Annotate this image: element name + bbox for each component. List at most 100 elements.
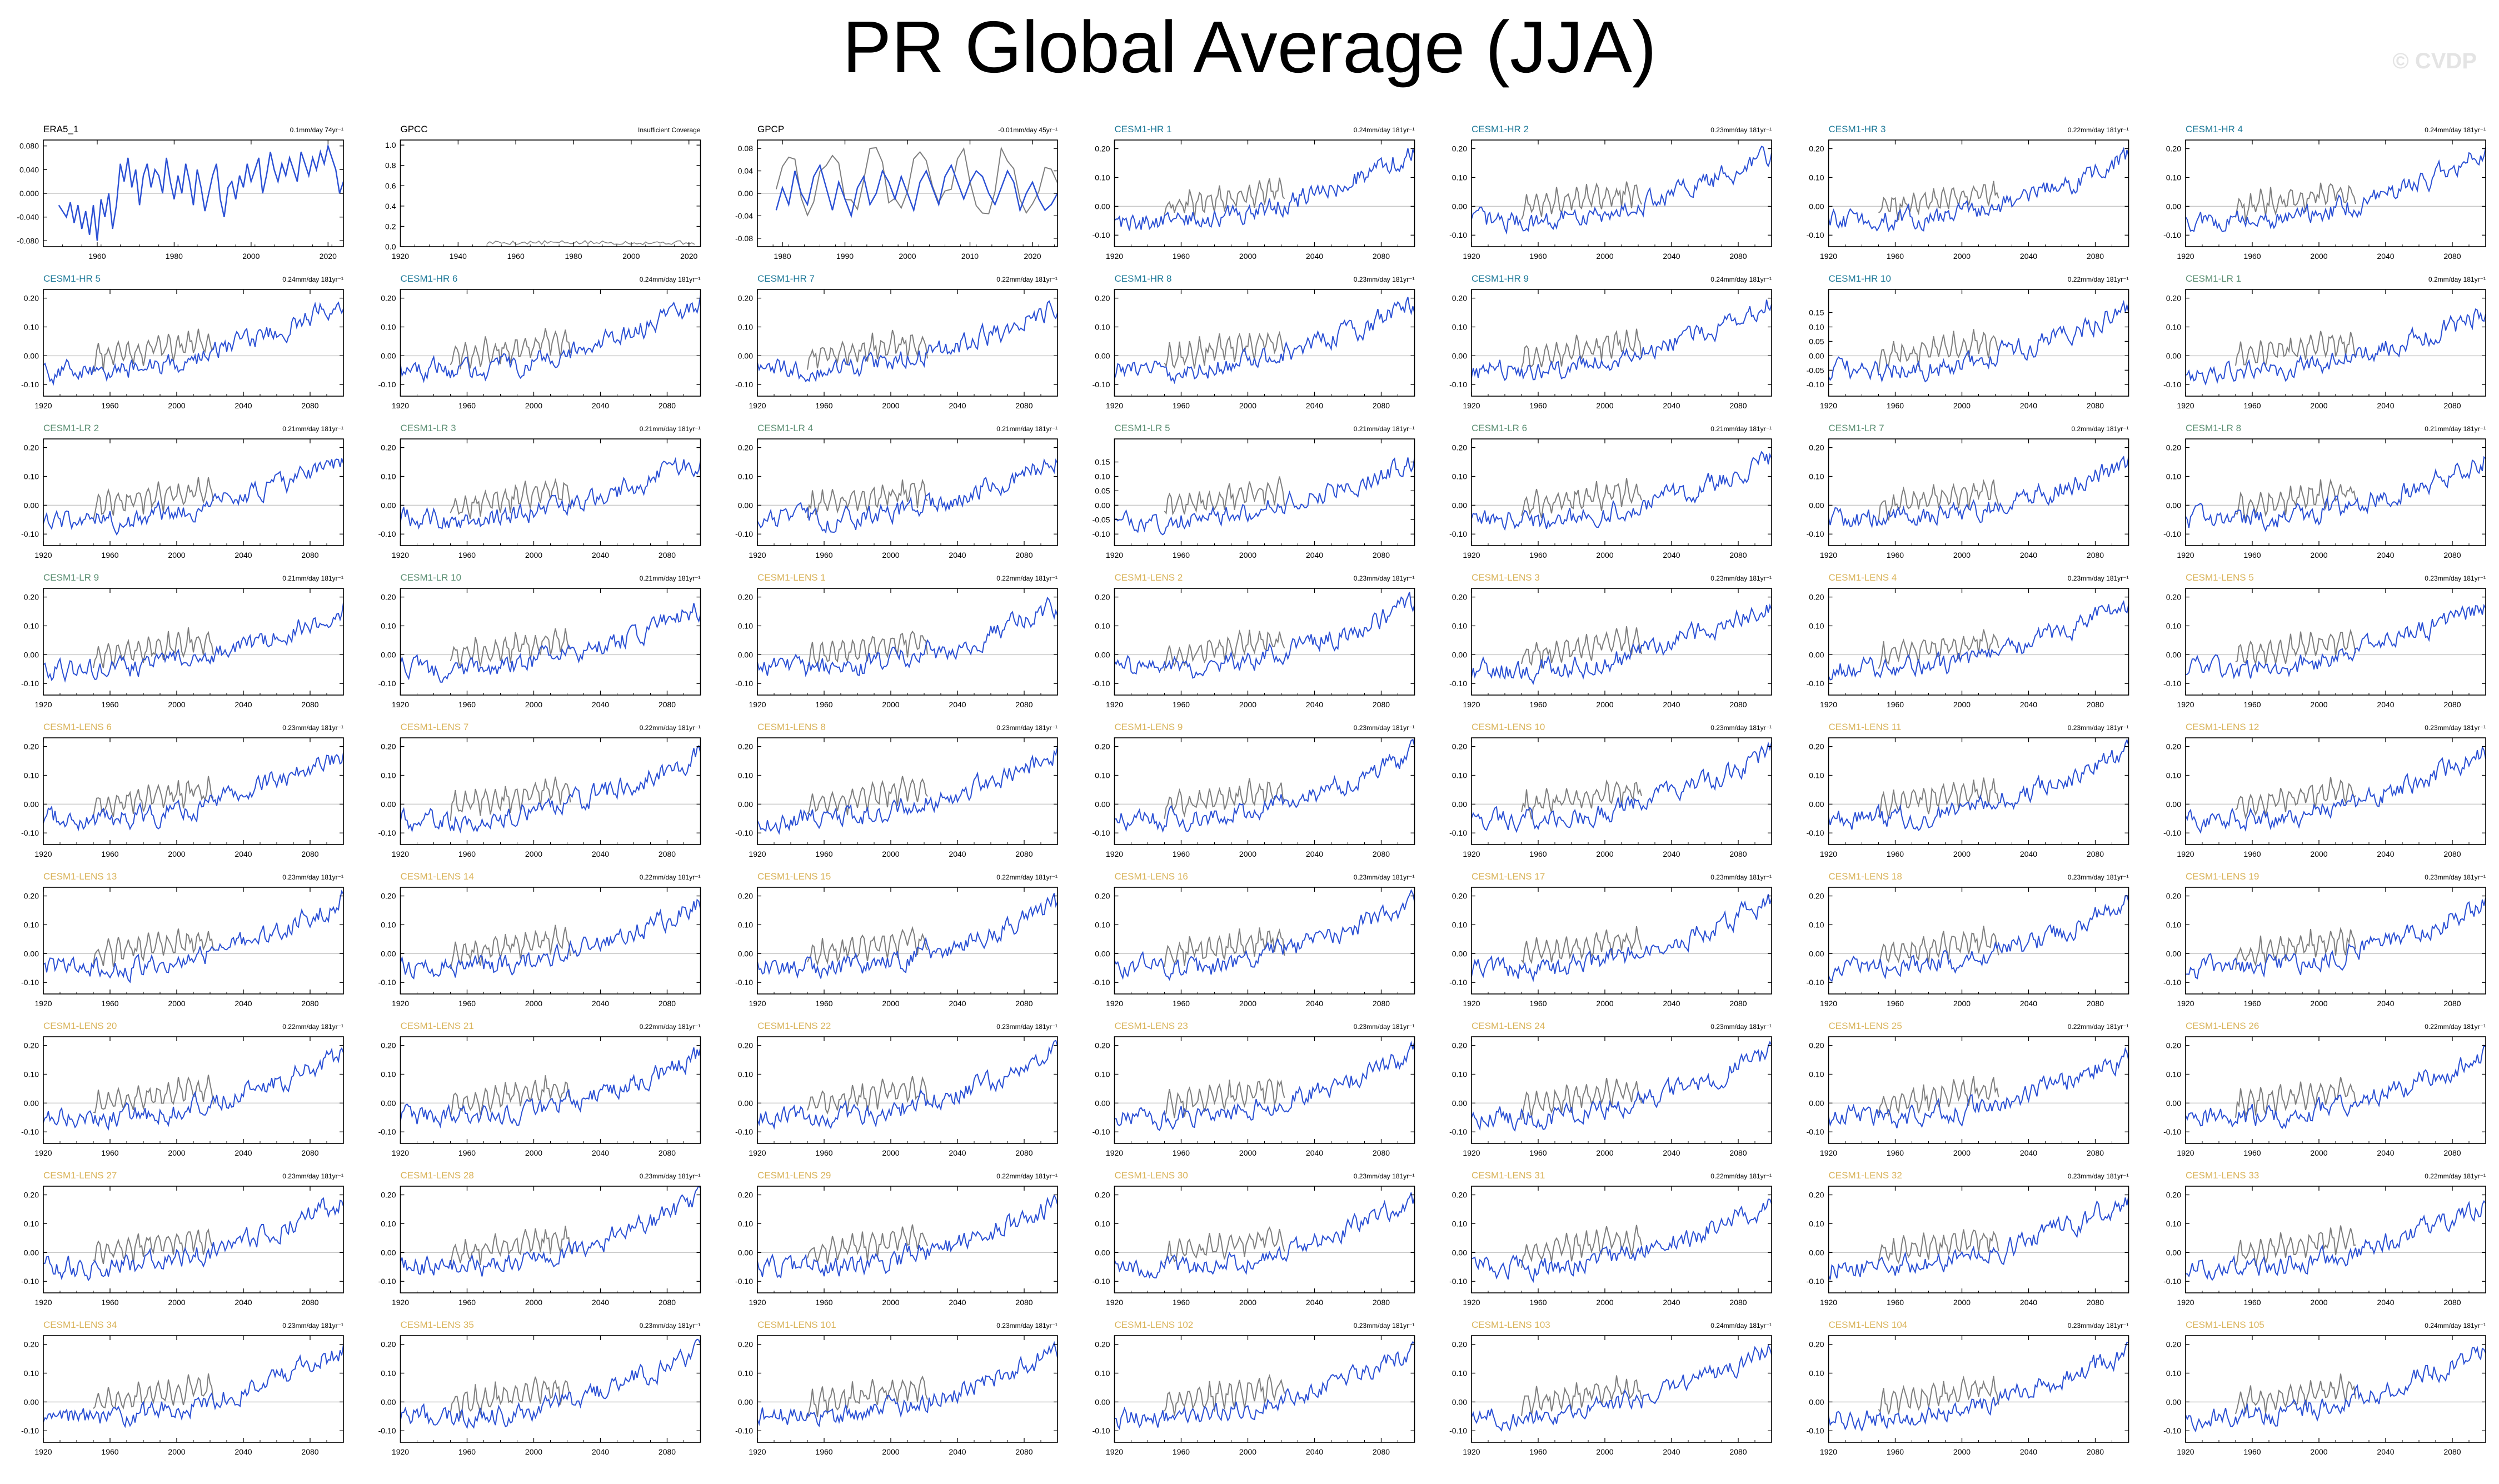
x-tick-label: 1960 bbox=[101, 401, 118, 410]
x-tick-label: 2040 bbox=[592, 850, 609, 858]
panel-58: CESM1-LENS 35 0.23mm/day 181yr⁻¹ 0.20 0.10 0… bbox=[378, 1320, 701, 1456]
panel-trend-label: 0.1mm/day 74yr⁻¹ bbox=[290, 126, 343, 134]
panel-title: CESM1-LENS 12 bbox=[2186, 722, 2259, 732]
y-tick-label: 0.00 bbox=[381, 650, 396, 659]
y-tick-label: 0.20 bbox=[2166, 593, 2181, 602]
x-tick-label: 2000 bbox=[2310, 1447, 2327, 1456]
panel-title: CESM1-LENS 9 bbox=[1115, 722, 1183, 732]
y-tick-label: 0.10 bbox=[1452, 1368, 1467, 1377]
x-tick-label: 1920 bbox=[749, 551, 766, 559]
plot-frame bbox=[1114, 1335, 1415, 1443]
x-tick-label: 2080 bbox=[659, 551, 676, 559]
y-tick-label: -0.10 bbox=[1449, 380, 1467, 389]
panel-title: CESM1-LENS 24 bbox=[1472, 1021, 1545, 1031]
panel-34: CESM1-LENS 11 0.23mm/day 181yr⁻¹ 0.20 0.10 0… bbox=[1807, 722, 2129, 858]
obs-overlay-line bbox=[93, 477, 214, 520]
y-tick-label: 0.20 bbox=[381, 742, 396, 751]
panel-title: CESM1-HR 9 bbox=[1472, 273, 1529, 284]
panel-trend-label: 0.23mm/day 181yr⁻¹ bbox=[282, 1172, 343, 1180]
x-tick-label: 2000 bbox=[1239, 850, 1256, 858]
y-tick-label: 0.00 bbox=[24, 1098, 39, 1107]
plot-frame bbox=[1471, 1186, 1772, 1293]
x-tick-label: 2080 bbox=[659, 999, 676, 1008]
y-tick-label: 0.000 bbox=[19, 189, 39, 198]
panel-60: CESM1-LENS 102 0.23mm/day 181yr⁻¹ 0.20 0.10… bbox=[1093, 1320, 1415, 1456]
panel-title: CESM1-HR 10 bbox=[1829, 273, 1891, 284]
obs-overlay-line bbox=[2235, 1225, 2356, 1266]
x-tick-label: 2040 bbox=[235, 1298, 252, 1307]
x-tick-label: 2080 bbox=[2443, 1148, 2461, 1157]
y-tick-label: -0.10 bbox=[21, 1277, 39, 1286]
y-tick-label: -0.10 bbox=[378, 380, 396, 389]
plot-frame bbox=[43, 737, 344, 845]
x-tick-label: 2040 bbox=[2377, 700, 2394, 709]
x-tick-label: 2080 bbox=[2087, 850, 2104, 858]
y-tick-label: -0.10 bbox=[378, 1127, 396, 1136]
y-tick-label: -0.10 bbox=[1807, 679, 1824, 688]
panel-51: CESM1-LENS 28 0.23mm/day 181yr⁻¹ 0.20 0.10 0… bbox=[378, 1170, 701, 1307]
y-tick-label: -0.10 bbox=[1093, 1426, 1110, 1435]
y-tick-label: 0.20 bbox=[1452, 1041, 1467, 1050]
y-tick-label: 0.20 bbox=[2166, 144, 2181, 153]
y-tick-label: -0.10 bbox=[1449, 231, 1467, 239]
y-tick-label: 0.00 bbox=[381, 1098, 396, 1107]
x-tick-label: 2040 bbox=[1663, 401, 1680, 410]
plot-frame bbox=[757, 1036, 1058, 1144]
x-tick-label: 1960 bbox=[1529, 850, 1547, 858]
x-tick-label: 2080 bbox=[1373, 551, 1390, 559]
panel-title: CESM1-LENS 2 bbox=[1115, 572, 1183, 583]
panel-trend-label: 0.23mm/day 181yr⁻¹ bbox=[996, 1023, 1058, 1031]
y-tick-label: 0.10 bbox=[381, 1368, 396, 1377]
y-tick-label: 0.04 bbox=[738, 167, 753, 176]
y-tick-label: 0.00 bbox=[1452, 501, 1467, 509]
x-tick-label: 1920 bbox=[2177, 700, 2194, 709]
y-tick-label: 0.00 bbox=[381, 1397, 396, 1406]
x-tick-label: 2040 bbox=[1663, 1298, 1680, 1307]
y-tick-label: 0.00 bbox=[1809, 1248, 1824, 1257]
y-tick-label: -0.10 bbox=[1093, 1277, 1110, 1286]
x-tick-label: 2080 bbox=[1729, 700, 1747, 709]
panel-trend-label: 0.2mm/day 181yr⁻¹ bbox=[2071, 425, 2128, 433]
plot-frame bbox=[757, 438, 1058, 546]
y-tick-label: 0.00 bbox=[24, 501, 39, 509]
x-tick-label: 1920 bbox=[392, 700, 409, 709]
x-tick-label: 2000 bbox=[2310, 401, 2327, 410]
y-tick-label: -0.10 bbox=[21, 529, 39, 538]
y-tick-label: 0.10 bbox=[738, 1219, 753, 1228]
x-tick-label: 2000 bbox=[1239, 252, 1256, 261]
panel-21: CESM1-LR 8 0.21mm/day 181yr⁻¹ 0.20 0.10 0.00… bbox=[2163, 423, 2486, 559]
x-tick-label: 2080 bbox=[301, 850, 318, 858]
panel-38: CESM1-LENS 15 0.22mm/day 181yr⁻¹ 0.20 0.10 0… bbox=[735, 871, 1058, 1008]
y-tick-label: 0.00 bbox=[1452, 949, 1467, 958]
y-tick-label: 0.2 bbox=[385, 222, 396, 231]
obs-overlay-line bbox=[2235, 182, 2356, 222]
x-tick-label: 2040 bbox=[2020, 551, 2037, 559]
obs-overlay-line bbox=[1521, 1375, 1642, 1416]
panel-trend-label: 0.22mm/day 181yr⁻¹ bbox=[996, 574, 1058, 582]
x-tick-label: 2080 bbox=[1015, 1447, 1032, 1456]
x-tick-label: 2000 bbox=[525, 1298, 542, 1307]
x-tick-label: 2000 bbox=[2310, 252, 2327, 261]
series-line bbox=[400, 745, 701, 834]
y-tick-label: 0.00 bbox=[1452, 202, 1467, 211]
x-tick-label: 1960 bbox=[101, 999, 118, 1008]
y-tick-label: 0.8 bbox=[385, 161, 396, 170]
obs-overlay-line bbox=[1164, 1078, 1285, 1118]
y-tick-label: 0.00 bbox=[2166, 501, 2181, 509]
y-tick-label: 0.15 bbox=[1095, 458, 1110, 467]
x-tick-label: 2040 bbox=[1663, 1447, 1680, 1456]
y-tick-label: -0.10 bbox=[1807, 231, 1824, 239]
y-tick-label: -0.10 bbox=[1807, 529, 1824, 538]
obs-overlay-line bbox=[807, 630, 928, 668]
obs-overlay-line bbox=[450, 1376, 571, 1418]
y-tick-label: 0.10 bbox=[381, 621, 396, 630]
y-tick-label: -0.10 bbox=[1093, 978, 1110, 987]
x-tick-label: 1960 bbox=[2243, 252, 2261, 261]
x-tick-label: 1920 bbox=[34, 1447, 52, 1456]
x-tick-label: 2080 bbox=[2443, 999, 2461, 1008]
x-tick-label: 2080 bbox=[2087, 551, 2104, 559]
series-line bbox=[1114, 1341, 1415, 1430]
y-tick-label: 0.10 bbox=[1809, 1219, 1824, 1228]
y-tick-label: 0.20 bbox=[24, 742, 39, 751]
x-tick-label: 2080 bbox=[1015, 1148, 1032, 1157]
